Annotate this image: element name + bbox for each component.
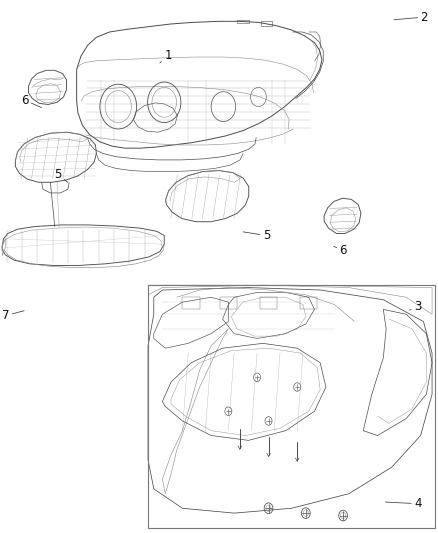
Bar	[148, 285, 435, 528]
Text: 6: 6	[21, 94, 42, 108]
Bar	[183, 297, 200, 309]
Text: 5: 5	[54, 168, 68, 182]
Bar	[300, 297, 317, 309]
Text: 1: 1	[160, 50, 172, 63]
Text: 3: 3	[410, 300, 421, 313]
Text: 2: 2	[394, 11, 428, 23]
Bar	[220, 297, 237, 309]
Text: 7: 7	[2, 309, 24, 322]
Bar	[260, 297, 277, 309]
Text: 4: 4	[385, 497, 421, 510]
Bar	[261, 21, 272, 26]
Text: 5: 5	[243, 229, 270, 242]
Bar	[237, 20, 249, 23]
Text: 6: 6	[334, 244, 347, 257]
